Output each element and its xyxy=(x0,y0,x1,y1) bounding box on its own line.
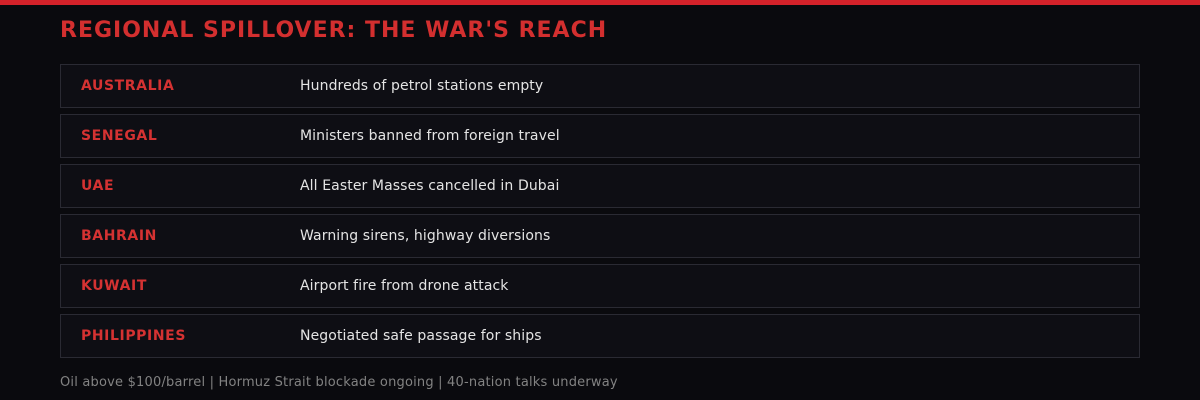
country-label: AUSTRALIA xyxy=(81,78,175,94)
list-item: AUSTRALIA Hundreds of petrol stations em… xyxy=(60,64,1140,108)
headline-text: Hundreds of petrol stations empty xyxy=(300,78,544,94)
country-label: BAHRAIN xyxy=(81,228,157,244)
list-item: KUWAIT Airport fire from drone attack xyxy=(60,264,1140,308)
headline-text: Negotiated safe passage for ships xyxy=(300,328,542,344)
country-label: KUWAIT xyxy=(81,278,147,294)
spillover-list: AUSTRALIA Hundreds of petrol stations em… xyxy=(60,64,1140,364)
list-item: PHILIPPINES Negotiated safe passage for … xyxy=(60,314,1140,358)
top-accent-bar xyxy=(0,0,1200,5)
country-label: SENEGAL xyxy=(81,128,158,144)
headline-text: Ministers banned from foreign travel xyxy=(300,128,560,144)
headline-text: All Easter Masses cancelled in Dubai xyxy=(300,178,560,194)
ticker-footer: Oil above $100/barrel | Hormuz Strait bl… xyxy=(60,375,618,390)
page-title: REGIONAL SPILLOVER: THE WAR'S REACH xyxy=(60,18,608,43)
country-label: UAE xyxy=(81,178,115,194)
headline-text: Warning sirens, highway diversions xyxy=(300,228,551,244)
headline-text: Airport fire from drone attack xyxy=(300,278,509,294)
country-label: PHILIPPINES xyxy=(81,328,187,344)
list-item: BAHRAIN Warning sirens, highway diversio… xyxy=(60,214,1140,258)
list-item: SENEGAL Ministers banned from foreign tr… xyxy=(60,114,1140,158)
list-item: UAE All Easter Masses cancelled in Dubai xyxy=(60,164,1140,208)
